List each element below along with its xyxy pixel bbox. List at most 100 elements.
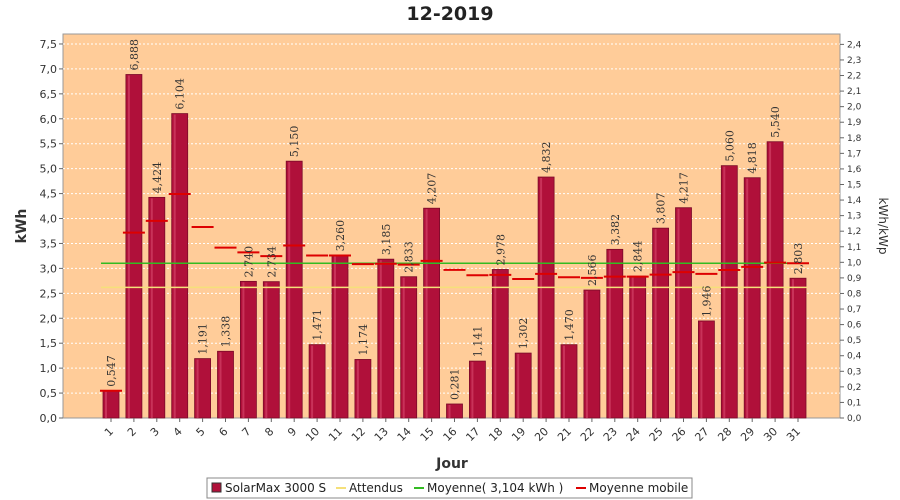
- value-label: 1,338: [220, 316, 233, 348]
- value-label: 5,540: [769, 106, 782, 138]
- value-label: 3,260: [334, 220, 347, 252]
- legend: SolarMax 3000 S Attendus Moyenne( 3,104 kW…: [206, 477, 693, 499]
- y2-tick-label: 1,0: [847, 258, 862, 268]
- legend-label: Moyenne( 3,104 kWh ): [427, 481, 563, 495]
- bar-highlight: [517, 354, 520, 418]
- y2-tick-label: 2,2: [847, 72, 861, 82]
- y2-tick-label: 0,2: [847, 383, 861, 393]
- y2-tick-label: 1,5: [847, 180, 861, 190]
- value-label: 2,566: [586, 255, 599, 287]
- y2-tick-label: 1,6: [847, 165, 862, 175]
- value-label: 3,382: [609, 214, 622, 246]
- y-tick-label: 1,5: [40, 337, 58, 350]
- x-tick-label: 19: [509, 425, 528, 444]
- value-label: 3,807: [655, 193, 668, 225]
- x-tick-label: 4: [171, 425, 185, 439]
- x-tick-label: 28: [715, 425, 734, 444]
- y2-tick-label: 1,9: [847, 118, 862, 128]
- x-tick-label: 10: [303, 425, 322, 444]
- bar-highlight: [471, 362, 474, 418]
- x-tick-label: 20: [532, 425, 551, 444]
- x-tick-label: 31: [784, 425, 803, 444]
- reference-lines: [101, 262, 807, 289]
- x-tick-label: 24: [624, 425, 643, 444]
- value-label: 1,141: [471, 326, 484, 358]
- y2-tick-label: 0,1: [847, 398, 861, 408]
- bar-highlight: [563, 345, 565, 418]
- y2-tick-label: 1,4: [847, 196, 862, 206]
- bar-highlight: [356, 360, 359, 418]
- value-label: 4,207: [426, 173, 439, 205]
- bar-highlight: [334, 256, 336, 418]
- value-label: 2,978: [494, 234, 507, 266]
- value-labels: 0,547 6,888 4,424 6,104 1,191 1,338 2,740 2,734…: [105, 39, 805, 400]
- grid-lines: [63, 43, 840, 394]
- value-label: 0,281: [449, 368, 462, 400]
- x-tick-label: 30: [761, 425, 780, 444]
- legend-label: Moyenne mobile: [589, 481, 688, 495]
- x-tick-label: 18: [486, 425, 505, 444]
- value-label: 4,217: [678, 172, 691, 204]
- value-label: 2,740: [242, 246, 255, 278]
- x-tick-label: 1: [102, 425, 116, 439]
- x-tick-label: 2: [125, 425, 139, 439]
- bar-highlight: [608, 250, 611, 418]
- value-label: 2,833: [403, 241, 416, 273]
- y2-tick-label: 0,8: [847, 289, 862, 299]
- x-axis: 1 2 3 4 5 6 7 8 9 10 11 12 13 14 15 16 17 18 19 20 21 22 23 24 2…: [102, 418, 803, 444]
- y2-tick-label: 0,3: [847, 367, 861, 377]
- x-tick-label: 12: [349, 425, 368, 444]
- value-label: 1,471: [311, 309, 324, 341]
- value-label: 6,888: [128, 39, 141, 71]
- chart-title: 12-2019: [406, 3, 493, 25]
- y2-tick-label: 2,1: [847, 87, 861, 97]
- value-label: 1,946: [700, 285, 713, 317]
- y2-tick-label: 2,3: [847, 56, 861, 66]
- x-tick-label: 11: [326, 425, 345, 444]
- bar-highlight: [242, 282, 245, 418]
- legend-label: SolarMax 3000 S: [225, 481, 326, 495]
- y2-tick-label: 0,6: [847, 321, 862, 331]
- x-tick-label: 3: [148, 425, 162, 439]
- legend-label: Attendus: [349, 481, 403, 495]
- y-tick-label: 5,5: [40, 138, 58, 151]
- y-tick-label: 3,5: [40, 237, 58, 250]
- y-tick-label: 7,0: [40, 63, 58, 76]
- bar-highlight: [379, 260, 382, 418]
- y-axis: 0,0 0,5 1,0 1,5 2,0 2,5 3,0 3,5 4,0 4,5 5,0 5,5 6,0 6…: [40, 38, 63, 425]
- legend-swatch: [211, 482, 222, 493]
- value-label: 6,104: [174, 78, 187, 110]
- bar-highlight: [677, 208, 680, 418]
- x-tick-label: 26: [670, 425, 689, 444]
- x-axis-label: Jour: [435, 456, 468, 472]
- y2-tick-label: 0,7: [847, 305, 861, 315]
- y2-tick-label: 1,2: [847, 227, 861, 237]
- y-tick-label: 4,0: [40, 213, 58, 226]
- bar-highlight: [654, 229, 657, 418]
- x-tick-label: 8: [262, 425, 276, 439]
- x-tick-label: 25: [647, 425, 666, 444]
- value-label: 4,818: [746, 142, 759, 174]
- y2-axis: 0,0 0,1 0,2 0,3 0,4 0,5 0,6 0,7 0,8 0,9 1,0 1,1 1,2 1…: [840, 40, 862, 424]
- value-label: 5,060: [723, 130, 736, 162]
- y-tick-label: 4,5: [40, 188, 58, 201]
- x-tick-label: 16: [441, 425, 460, 444]
- legend-box: [206, 477, 693, 499]
- y-tick-label: 7,5: [40, 38, 58, 51]
- bar-highlight: [127, 75, 130, 419]
- y-tick-label: 3,0: [40, 262, 58, 275]
- value-label: 1,470: [563, 309, 576, 341]
- y2-tick-label: 1,1: [847, 243, 861, 253]
- bar-highlight: [150, 198, 153, 418]
- bar-highlight: [265, 282, 268, 418]
- bar-highlight: [219, 352, 222, 418]
- y-tick-label: 2,0: [40, 312, 58, 325]
- bar-highlight: [105, 391, 107, 418]
- value-label: 1,191: [197, 323, 210, 355]
- bar-highlight: [288, 162, 291, 418]
- y-tick-label: 2,5: [40, 287, 58, 300]
- x-tick-label: 6: [216, 425, 230, 439]
- value-label: 1,174: [357, 324, 370, 356]
- value-label: 4,424: [151, 162, 164, 194]
